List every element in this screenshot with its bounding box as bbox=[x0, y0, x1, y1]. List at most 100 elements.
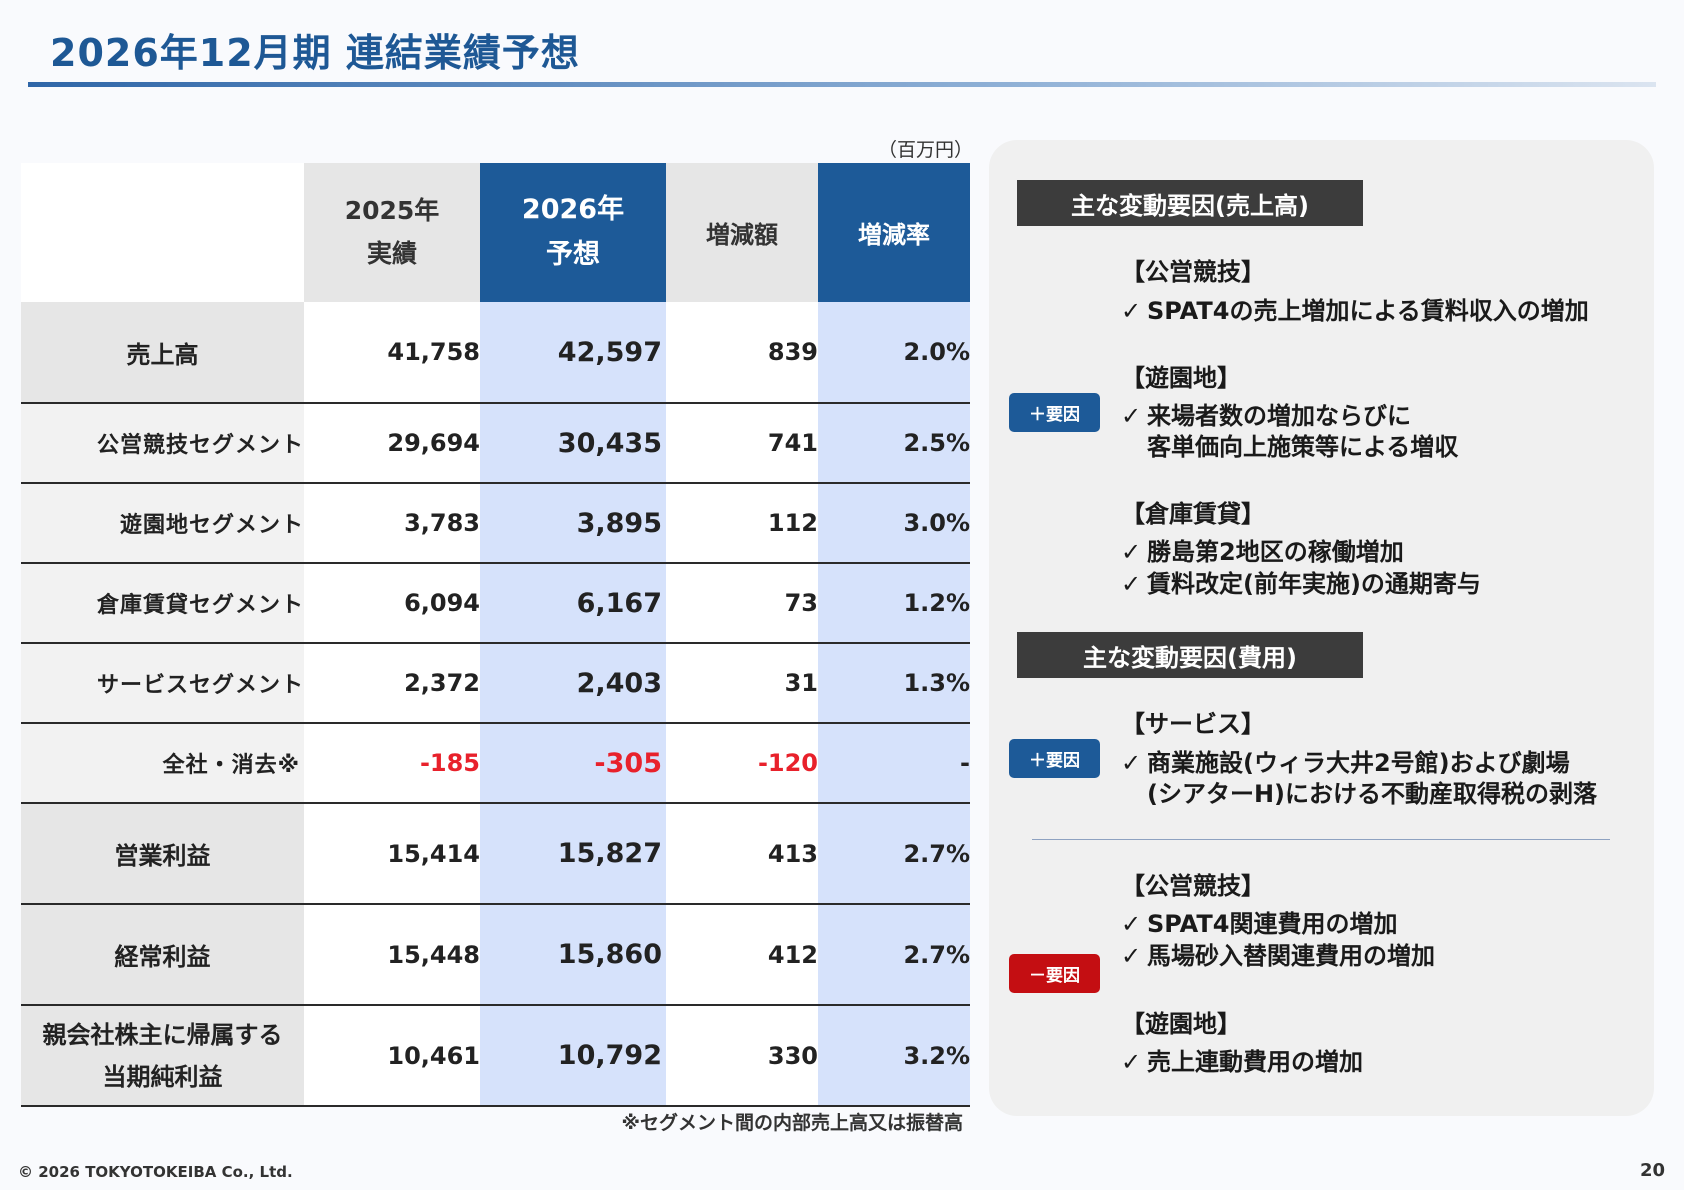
cell-diff: 413 bbox=[666, 803, 818, 904]
forecast-table: 2025年 実績 2026年 予想 増減額 増減率 売上高 41,758 42,… bbox=[21, 163, 970, 1107]
category-label: 【遊園地】 bbox=[1121, 364, 1241, 392]
category-label: 【公営競技】 bbox=[1121, 258, 1265, 286]
row-label: 遊園地セグメント bbox=[21, 483, 304, 563]
row-label-line2: 当期純利益 bbox=[102, 1062, 223, 1091]
cell-2025: 41,758 bbox=[304, 302, 480, 403]
cell-2026: 30,435 bbox=[480, 403, 666, 483]
factor-item: ✓ 商業施設(ウィラ大井2号館)および劇場 (シアターH)における不動産取得税の剥… bbox=[1121, 748, 1597, 810]
cell-rate: 2.7% bbox=[818, 803, 970, 904]
check-icon: ✓ bbox=[1121, 1048, 1142, 1076]
page-title: 2026年12月期 連結業績予想 bbox=[50, 31, 580, 75]
plus-factor-badge: ＋要因 bbox=[1009, 393, 1100, 432]
cell-rate: 3.2% bbox=[818, 1005, 970, 1106]
cell-diff: 73 bbox=[666, 563, 818, 643]
header-2025-actual: 2025年 実績 bbox=[304, 163, 480, 302]
row-label: 営業利益 bbox=[21, 803, 304, 904]
check-icon: ✓ bbox=[1121, 570, 1142, 598]
header-change-rate: 増減率 bbox=[818, 163, 970, 302]
factor-text: SPAT4の売上増加による賃料収入の増加 bbox=[1147, 297, 1589, 325]
row-label: 倉庫賃貸セグメント bbox=[21, 563, 304, 643]
row-label: 経常利益 bbox=[21, 904, 304, 1005]
cell-2026: -305 bbox=[480, 723, 666, 803]
table-row: 営業利益 15,414 15,827 413 2.7% bbox=[21, 803, 970, 904]
cell-diff: 741 bbox=[666, 403, 818, 483]
cell-rate: 3.0% bbox=[818, 483, 970, 563]
factor-text: 商業施設(ウィラ大井2号館)および劇場 bbox=[1147, 749, 1570, 777]
cell-rate: 2.5% bbox=[818, 403, 970, 483]
factor-text: 勝島第2地区の稼働増加 bbox=[1147, 538, 1404, 566]
table-footnote: ※セグメント間の内部売上高又は振替高 bbox=[621, 1112, 963, 1134]
header-2026-line2: 予想 bbox=[546, 238, 600, 270]
table-row: 遊園地セグメント 3,783 3,895 112 3.0% bbox=[21, 483, 970, 563]
category-label: 【遊園地】 bbox=[1121, 1010, 1241, 1038]
cost-factors-heading: 主な変動要因(費用) bbox=[1017, 632, 1363, 678]
cell-diff: 330 bbox=[666, 1005, 818, 1106]
factor-text: 来場者数の増加ならびに bbox=[1147, 402, 1411, 430]
check-icon: ✓ bbox=[1121, 402, 1142, 430]
check-icon: ✓ bbox=[1121, 942, 1142, 970]
factor-text: 賃料改定(前年実施)の通期寄与 bbox=[1147, 570, 1481, 598]
cell-2025: -185 bbox=[304, 723, 480, 803]
check-icon: ✓ bbox=[1121, 910, 1142, 938]
cell-2026: 42,597 bbox=[480, 302, 666, 403]
cell-rate: 2.0% bbox=[818, 302, 970, 403]
cell-diff: 412 bbox=[666, 904, 818, 1005]
table-row: 全社・消去※ -185 -305 -120 - bbox=[21, 723, 970, 803]
cell-2025: 15,414 bbox=[304, 803, 480, 904]
factor-item: ✓ 賃料改定(前年実施)の通期寄与 bbox=[1121, 569, 1481, 600]
cell-2026: 2,403 bbox=[480, 643, 666, 723]
cell-2026: 15,860 bbox=[480, 904, 666, 1005]
check-icon: ✓ bbox=[1121, 749, 1142, 777]
table-row: 売上高 41,758 42,597 839 2.0% bbox=[21, 302, 970, 403]
section-divider bbox=[1032, 839, 1610, 840]
factor-text: 馬場砂入替関連費用の増加 bbox=[1147, 942, 1435, 970]
cell-diff: 112 bbox=[666, 483, 818, 563]
cell-2025: 6,094 bbox=[304, 563, 480, 643]
cell-diff: 839 bbox=[666, 302, 818, 403]
table-row: 倉庫賃貸セグメント 6,094 6,167 73 1.2% bbox=[21, 563, 970, 643]
header-corner bbox=[21, 163, 304, 302]
plus-factor-badge: ＋要因 bbox=[1009, 739, 1100, 778]
factor-item: ✓ 来場者数の増加ならびに 客単価向上施策等による増収 bbox=[1121, 401, 1458, 463]
row-label: 全社・消去※ bbox=[21, 723, 304, 803]
table-row: サービスセグメント 2,372 2,403 31 1.3% bbox=[21, 643, 970, 723]
check-icon: ✓ bbox=[1121, 297, 1142, 325]
factor-item: ✓ SPAT4の売上増加による賃料収入の増加 bbox=[1121, 296, 1589, 327]
factor-item: ✓ SPAT4関連費用の増加 bbox=[1121, 909, 1397, 940]
cell-rate: 2.7% bbox=[818, 904, 970, 1005]
factor-text-cont: (シアターH)における不動産取得税の剥落 bbox=[1147, 780, 1598, 808]
cell-2025: 3,783 bbox=[304, 483, 480, 563]
cell-2025: 2,372 bbox=[304, 643, 480, 723]
factor-text-cont: 客単価向上施策等による増収 bbox=[1147, 433, 1459, 461]
row-label: 公営競技セグメント bbox=[21, 403, 304, 483]
factor-item: ✓ 馬場砂入替関連費用の増加 bbox=[1121, 941, 1435, 972]
copyright: © 2026 TOKYOTOKEIBA Co., Ltd. bbox=[18, 1163, 293, 1181]
minus-factor-badge: －要因 bbox=[1009, 954, 1100, 993]
header-2025-line2: 実績 bbox=[366, 238, 417, 268]
row-label: 売上高 bbox=[21, 302, 304, 403]
cell-rate: 1.2% bbox=[818, 563, 970, 643]
cell-2025: 15,448 bbox=[304, 904, 480, 1005]
cell-diff: -120 bbox=[666, 723, 818, 803]
cell-rate: 1.3% bbox=[818, 643, 970, 723]
cell-2025: 10,461 bbox=[304, 1005, 480, 1106]
cell-diff: 31 bbox=[666, 643, 818, 723]
table-row: 公営競技セグメント 29,694 30,435 741 2.5% bbox=[21, 403, 970, 483]
cell-2026: 10,792 bbox=[480, 1005, 666, 1106]
page-number: 20 bbox=[1640, 1160, 1666, 1181]
unit-label: （百万円） bbox=[878, 139, 974, 161]
sales-factors-heading: 主な変動要因(売上高) bbox=[1017, 180, 1363, 226]
cell-2025: 29,694 bbox=[304, 403, 480, 483]
title-underline bbox=[28, 82, 1656, 87]
cell-2026: 15,827 bbox=[480, 803, 666, 904]
factor-item: ✓ 勝島第2地区の稼働増加 bbox=[1121, 537, 1404, 568]
header-2026-forecast: 2026年 予想 bbox=[480, 163, 666, 302]
cell-2026: 3,895 bbox=[480, 483, 666, 563]
category-label: 【公営競技】 bbox=[1121, 872, 1265, 900]
row-label: サービスセグメント bbox=[21, 643, 304, 723]
table-row: 経常利益 15,448 15,860 412 2.7% bbox=[21, 904, 970, 1005]
row-label-line1: 親会社株主に帰属する bbox=[42, 1020, 283, 1049]
factor-text: SPAT4関連費用の増加 bbox=[1147, 910, 1398, 938]
category-label: 【サービス】 bbox=[1121, 710, 1265, 738]
category-label: 【倉庫賃貸】 bbox=[1121, 500, 1265, 528]
